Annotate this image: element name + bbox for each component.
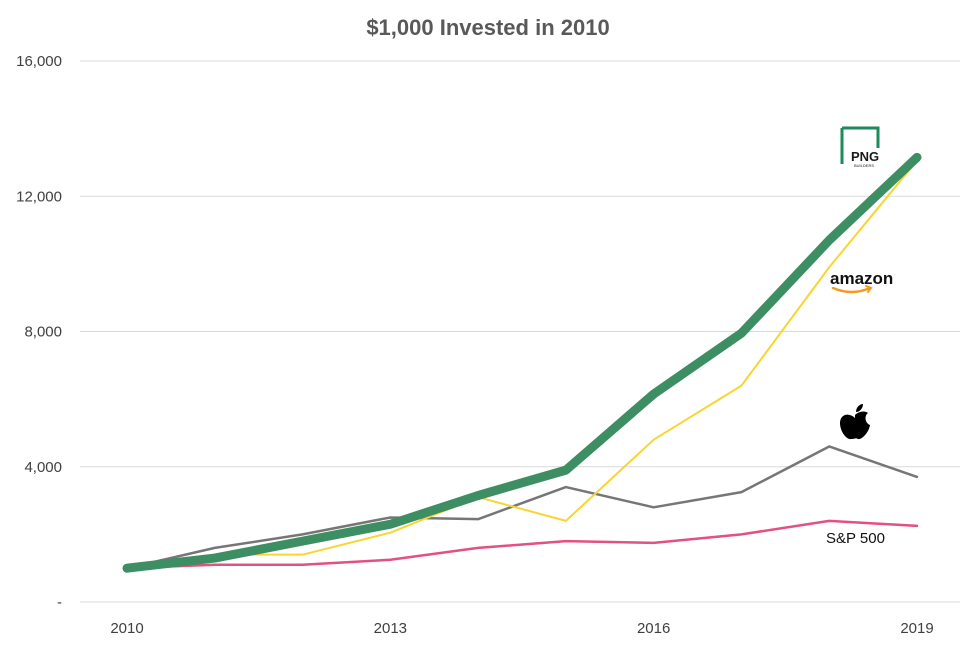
png-builders-logo: PNG BUILDERS [840,126,880,168]
y-tick-label: - [57,594,62,611]
series-lines [122,152,922,573]
series-line-png [122,152,922,573]
y-tick-label: 12,000 [16,188,62,205]
amazon-smile-icon [831,286,872,294]
gridlines [80,60,960,603]
y-tick-label: 16,000 [16,53,62,70]
amazon-logo: amazon [830,269,893,294]
x-tick-label: 2013 [374,620,407,637]
x-tick-label: 2019 [900,620,933,637]
chart-title: $1,000 Invested in 2010 [366,15,609,40]
series-line-amazon [126,159,918,570]
png-logo-text: PNG [851,149,879,164]
x-tick-label: 2016 [637,620,670,637]
x-axis-ticks: 2010 2013 2016 2019 [110,620,933,637]
x-tick-label: 2010 [110,620,143,637]
series-line-apple [125,445,919,570]
png-logo-subtext: BUILDERS [854,163,874,168]
sp500-label: S&P 500 [826,530,885,547]
y-axis-ticks: - 4,000 8,000 12,000 16,000 [16,53,62,611]
apple-logo-icon [840,404,870,440]
series-line-sp500 [125,519,919,570]
y-tick-label: 4,000 [24,459,62,476]
y-tick-label: 8,000 [24,324,62,341]
amazon-logo-text: amazon [830,269,893,288]
